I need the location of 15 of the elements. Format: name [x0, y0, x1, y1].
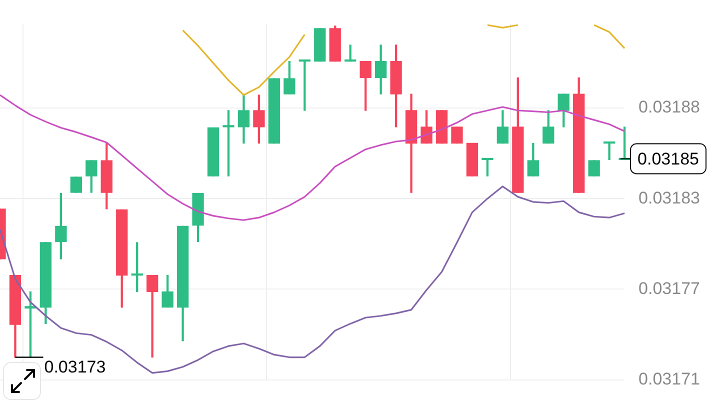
y-tick-label: 0.03188 — [638, 98, 700, 117]
candlestick — [222, 110, 234, 176]
candlestick — [466, 142, 478, 176]
y-tick-label: 0.03177 — [638, 278, 700, 298]
y-tick-label: 0.03183 — [638, 188, 700, 208]
candlestick — [207, 127, 220, 176]
candlestick — [451, 126, 463, 144]
candlestick — [436, 110, 448, 144]
text: 0.03185 — [638, 149, 699, 168]
candlestick — [588, 160, 600, 176]
candlestick — [268, 78, 280, 144]
candlestick — [314, 28, 326, 62]
candlestick — [70, 176, 82, 193]
annotation: 0.03173 — [44, 357, 106, 376]
y-tick-label: 0.03171 — [638, 369, 700, 388]
